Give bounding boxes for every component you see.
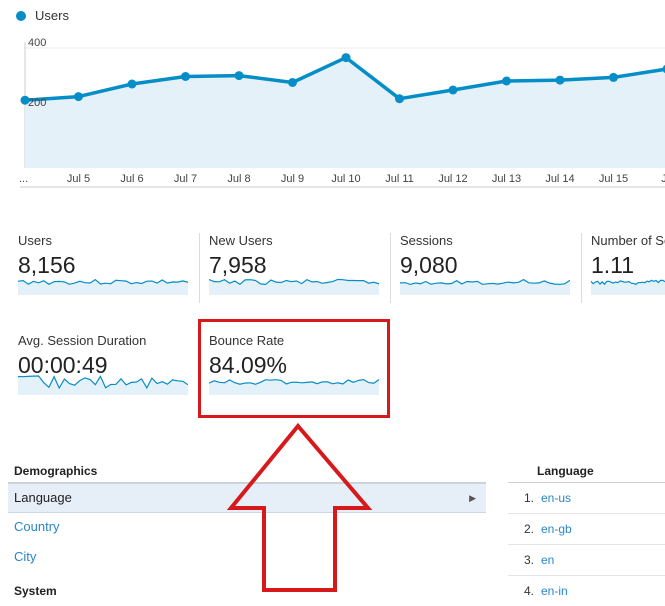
metric-new-users[interactable]: New Users 7,958 [209,233,384,303]
metric-number-of-sessions[interactable]: Number of Se 1.11 [591,233,665,303]
language-header: Language [537,464,594,478]
row-rank: 4. [508,576,534,606]
dimension-item-language[interactable]: Language ▶ [8,483,486,513]
y-axis: 400 200 [28,37,46,109]
data-point[interactable] [74,92,83,101]
sparkline [209,275,379,295]
dimension-item-label: Language [8,490,72,505]
dimension-item-label[interactable]: City [8,549,36,564]
x-tick-label: Jul 7 [174,173,197,185]
y-tick-label: 200 [28,97,46,109]
row-rank: 2. [508,514,534,544]
sparkline [18,275,188,295]
row-value[interactable]: en-us [541,483,571,513]
sparkline [18,375,188,395]
chevron-right-icon: ▶ [469,484,476,512]
metric-users[interactable]: Users 8,156 [18,233,193,303]
x-tick-label: Jul 5 [67,173,90,185]
metric-divider [390,233,391,303]
x-tick-label: Jul 8 [227,173,250,185]
x-tick-label: Ju [661,173,665,185]
row-value[interactable]: en-gb [541,514,572,544]
sparkline-fill [18,280,188,295]
row-value[interactable]: en [541,545,554,575]
chart-legend[interactable]: Users [16,8,69,23]
chart-area-layer [25,58,665,168]
data-point[interactable] [342,53,351,62]
sparkline [591,275,665,295]
data-point[interactable] [609,73,618,82]
language-row[interactable]: 1.en-us [508,483,665,514]
language-row[interactable]: 3.en [508,545,665,576]
row-value[interactable]: en-in [541,576,568,606]
x-tick-label: Jul 9 [281,173,304,185]
data-point[interactable] [128,80,137,89]
dimension-item-city[interactable]: City [8,543,486,571]
users-area-chart[interactable]: 400 200 ... Jul 5 Jul 6 Jul 7 Jul 8 Jul 9 Jul 1… [0,28,665,193]
x-tick-label: Jul 11 [385,173,414,185]
data-point[interactable] [288,78,297,87]
metric-label: Users [18,233,193,248]
metric-sessions[interactable]: Sessions 9,080 [400,233,575,303]
x-tick-label: Jul 10 [331,173,360,185]
data-point[interactable] [181,72,190,81]
bounce-rate-highlight-box [198,319,390,418]
x-tick-label: Jul 15 [599,173,628,185]
data-point[interactable] [556,76,565,85]
metric-label: Sessions [400,233,575,248]
demographics-header: Demographics [14,464,97,478]
x-axis: ... Jul 5 Jul 6 Jul 7 Jul 8 Jul 9 Jul 10 Jul 11… [19,173,665,185]
x-tick-label: Jul 12 [438,173,467,185]
data-point[interactable] [449,86,458,95]
data-point[interactable] [502,77,511,86]
metric-divider [581,233,582,303]
data-point[interactable] [395,94,404,103]
area-fill [25,58,665,168]
system-header: System [14,584,57,598]
legend-dot-icon [16,11,26,21]
sparkline [400,275,570,295]
language-row[interactable]: 4. en-in [508,576,665,606]
dimension-item-label[interactable]: Country [8,519,60,534]
row-rank: 3. [508,545,534,575]
dimension-item-country[interactable]: Country [8,513,486,541]
data-point[interactable] [21,96,30,105]
x-tick-label: Jul 6 [120,173,143,185]
language-row[interactable]: 2.en-gb [508,514,665,545]
metric-divider [199,233,200,303]
row-rank: 1. [508,483,534,513]
legend-label: Users [35,8,69,23]
y-tick-label: 400 [28,37,46,49]
x-tick-label: ... [19,173,28,185]
metric-label: New Users [209,233,384,248]
sparkline-fill [18,376,188,395]
x-tick-label: Jul 14 [545,173,574,185]
data-point[interactable] [235,71,244,80]
metric-avg-session-duration[interactable]: Avg. Session Duration 00:00:49 [18,333,193,403]
metric-label: Number of Se [591,233,665,248]
metric-label: Avg. Session Duration [18,333,193,348]
x-tick-label: Jul 13 [492,173,521,185]
